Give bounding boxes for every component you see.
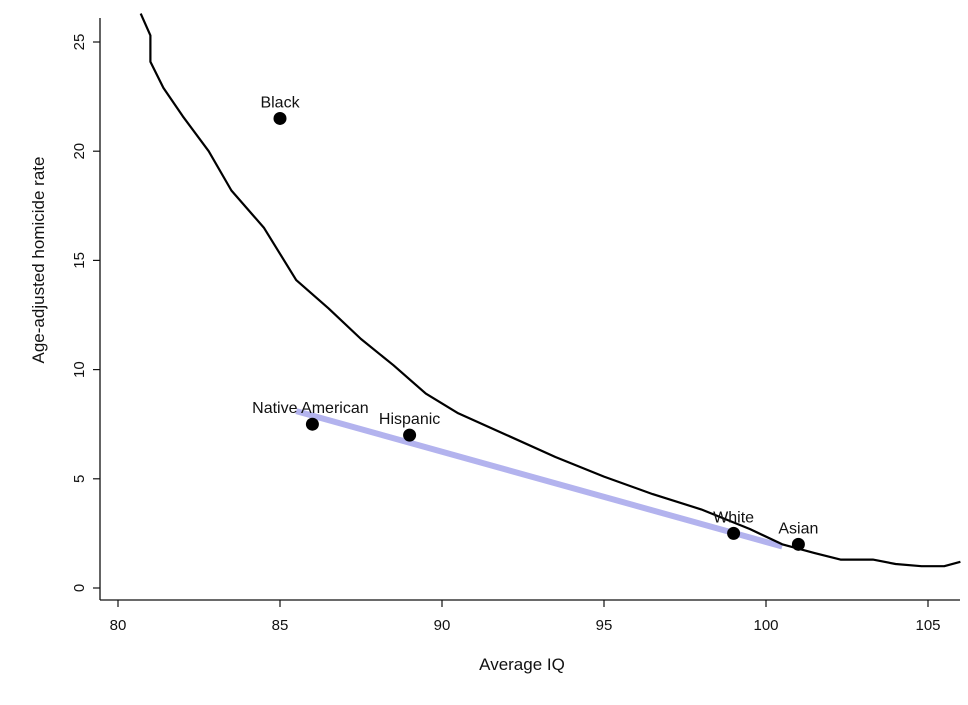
point-label: Asian (778, 520, 818, 537)
y-axis-ticks: 0 5 10 15 20 25 (71, 34, 100, 592)
plot-area: Black Native American Hispanic White Asian (139, 13, 961, 568)
data-point (791, 537, 805, 551)
point-label: Hispanic (379, 411, 440, 428)
x-tick-label: 80 (110, 617, 127, 634)
data-point (403, 428, 417, 442)
axes (99, 18, 960, 601)
linear-fit-line (295, 408, 784, 550)
x-tick-label: 85 (272, 617, 289, 634)
y-tick-label: 10 (71, 361, 88, 378)
point-label: Black (260, 94, 300, 111)
y-tick-label: 0 (71, 584, 88, 592)
trend-curve (139, 13, 961, 568)
data-point (305, 417, 319, 431)
data-point (727, 526, 741, 540)
y-tick-label: 5 (71, 475, 88, 483)
y-tick-label: 25 (71, 34, 88, 51)
y-tick-label: 15 (71, 252, 88, 269)
point-label: Native American (252, 400, 369, 417)
x-tick-label: 100 (753, 617, 778, 634)
data-point (273, 111, 287, 125)
x-axis-ticks: 80 85 90 95 100 105 (110, 600, 941, 634)
y-axis-title: Age-adjusted homicide rate (29, 157, 48, 364)
x-axis-title: Average IQ (479, 655, 565, 674)
x-tick-label: 105 (915, 617, 940, 634)
point-label: White (713, 509, 754, 526)
x-tick-label: 95 (596, 617, 613, 634)
x-tick-label: 90 (434, 617, 451, 634)
y-tick-label: 20 (71, 143, 88, 160)
